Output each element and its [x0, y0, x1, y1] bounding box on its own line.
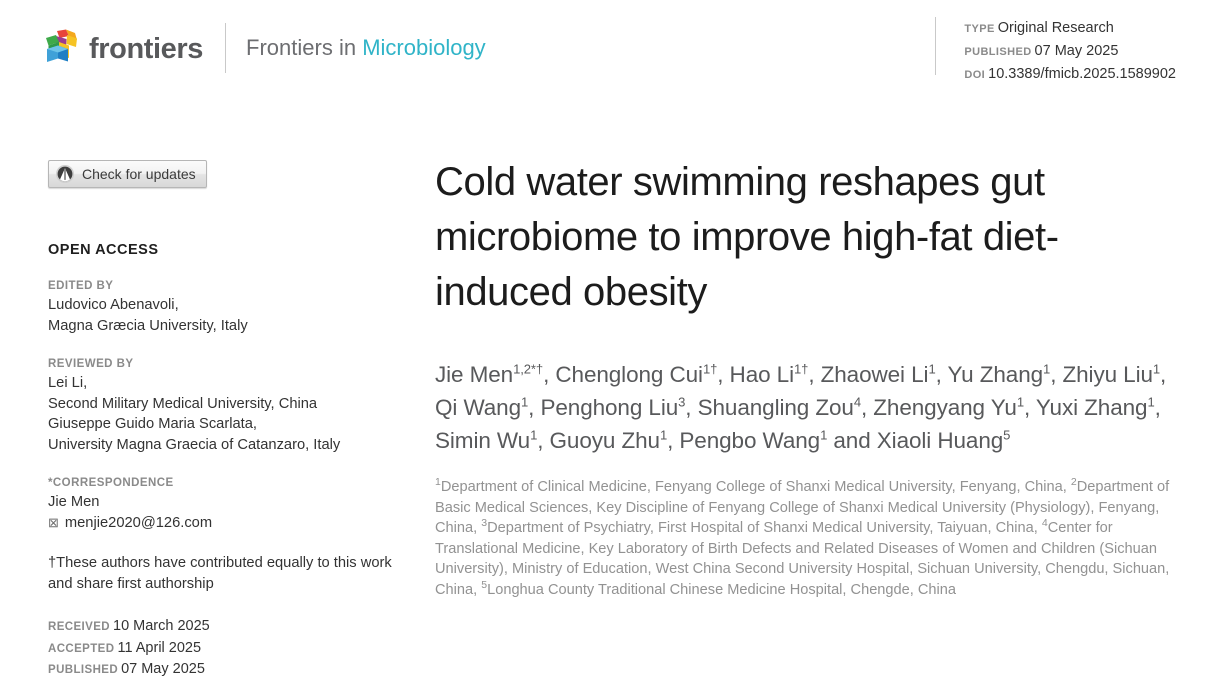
date-value-received: 10 March 2025 [113, 618, 210, 634]
date-label-accepted: ACCEPTED [48, 642, 115, 655]
edited-by-section: EDITED BY Ludovico Abenavoli, Magna Græc… [48, 280, 393, 336]
reviewer-2-name: Giuseppe Guido Maria Scarlata, [48, 416, 257, 432]
brand-block[interactable]: frontiers Frontiers in Microbiology [44, 23, 486, 73]
meta-label-published: PUBLISHED [964, 46, 1032, 58]
meta-value-doi[interactable]: 10.3389/fmicb.2025.1589902 [988, 66, 1176, 82]
date-label-received: RECEIVED [48, 621, 110, 633]
open-access-badge: OPEN ACCESS [48, 242, 159, 258]
editor-name: Ludovico Abenavoli, [48, 297, 179, 313]
affiliation-list: 1Department of Clinical Medicine, Fenyan… [435, 476, 1170, 598]
brand-divider [225, 23, 227, 73]
frontiers-cube-logo-icon [44, 29, 80, 67]
date-row-accepted: ACCEPTED 11 April 2025 [48, 638, 393, 660]
meta-label-type: TYPE [964, 23, 995, 35]
envelope-icon: ⊠ [48, 514, 59, 530]
article-main: Cold water swimming reshapes gut microbi… [435, 155, 1180, 601]
reviewed-by-label: REVIEWED BY [48, 358, 134, 370]
date-value-accepted: 11 April 2025 [117, 639, 202, 656]
correspondence-label: *CORRESPONDENCE [48, 477, 174, 489]
article-meta-block: TYPE Original Research PUBLISHED 07 May 20… [935, 17, 1176, 82]
correspondence-section: *CORRESPONDENCE Jie Men ⊠ menjie2020@126… [48, 477, 393, 533]
date-row-published: PUBLISHED 07 May 2025 [48, 659, 393, 681]
journal-title: Microbiology [362, 35, 486, 60]
reviewer-1-name: Lei Li, [48, 375, 88, 391]
meta-value-published: 07 May 2025 [1034, 43, 1119, 59]
correspondence-email-row[interactable]: ⊠ menjie2020@126.com [48, 513, 393, 534]
frontiers-wordmark: frontiers [89, 32, 204, 65]
correspondence-email[interactable]: menjie2020@126.com [64, 514, 213, 531]
reviewed-by-section: REVIEWED BY Lei Li, Second Military Medi… [48, 358, 393, 455]
reviewer-1-affiliation: Second Military Medical University, Chin… [48, 395, 318, 412]
editor-affiliation: Magna Græcia University, Italy [48, 317, 248, 334]
reviewer-2-affiliation: University Magna Graecia of Catanzaro, I… [48, 436, 341, 453]
article-sidebar: Check for updates OPEN ACCESS EDITED BY … [48, 160, 393, 681]
meta-value-type: Original Research [997, 20, 1114, 36]
journal-name: Frontiers in Microbiology [246, 37, 486, 59]
equal-contribution-note: †These authors have contributed equally … [48, 555, 392, 592]
correspondence-name: Jie Men [48, 494, 100, 510]
crossmark-icon [55, 164, 75, 184]
date-row-received: RECEIVED 10 March 2025 [48, 616, 393, 638]
journal-prefix: Frontiers in [246, 35, 363, 60]
edited-by-label: EDITED BY [48, 280, 114, 292]
meta-row-doi[interactable]: DOI 10.3389/fmicb.2025.1589902 [964, 63, 1176, 86]
page-title: Cold water swimming reshapes gut microbi… [435, 160, 1059, 314]
author-list[interactable]: Jie Men1,2*†, Chenglong Cui1†, Hao Li1†,… [435, 361, 1167, 453]
page-header: frontiers Frontiers in Microbiology TYPE… [0, 0, 1224, 92]
meta-row-type: TYPE Original Research [964, 17, 1176, 40]
date-label-published: PUBLISHED [48, 664, 119, 676]
check-for-updates-label: Check for updates [82, 166, 196, 182]
check-for-updates-button[interactable]: Check for updates [48, 160, 207, 188]
publication-dates: RECEIVED 10 March 2025 ACCEPTED 11 April 2… [48, 616, 393, 681]
meta-label-doi: DOI [964, 69, 986, 81]
date-value-published: 07 May 2025 [121, 661, 205, 677]
meta-row-published: PUBLISHED 07 May 2025 [964, 40, 1176, 63]
